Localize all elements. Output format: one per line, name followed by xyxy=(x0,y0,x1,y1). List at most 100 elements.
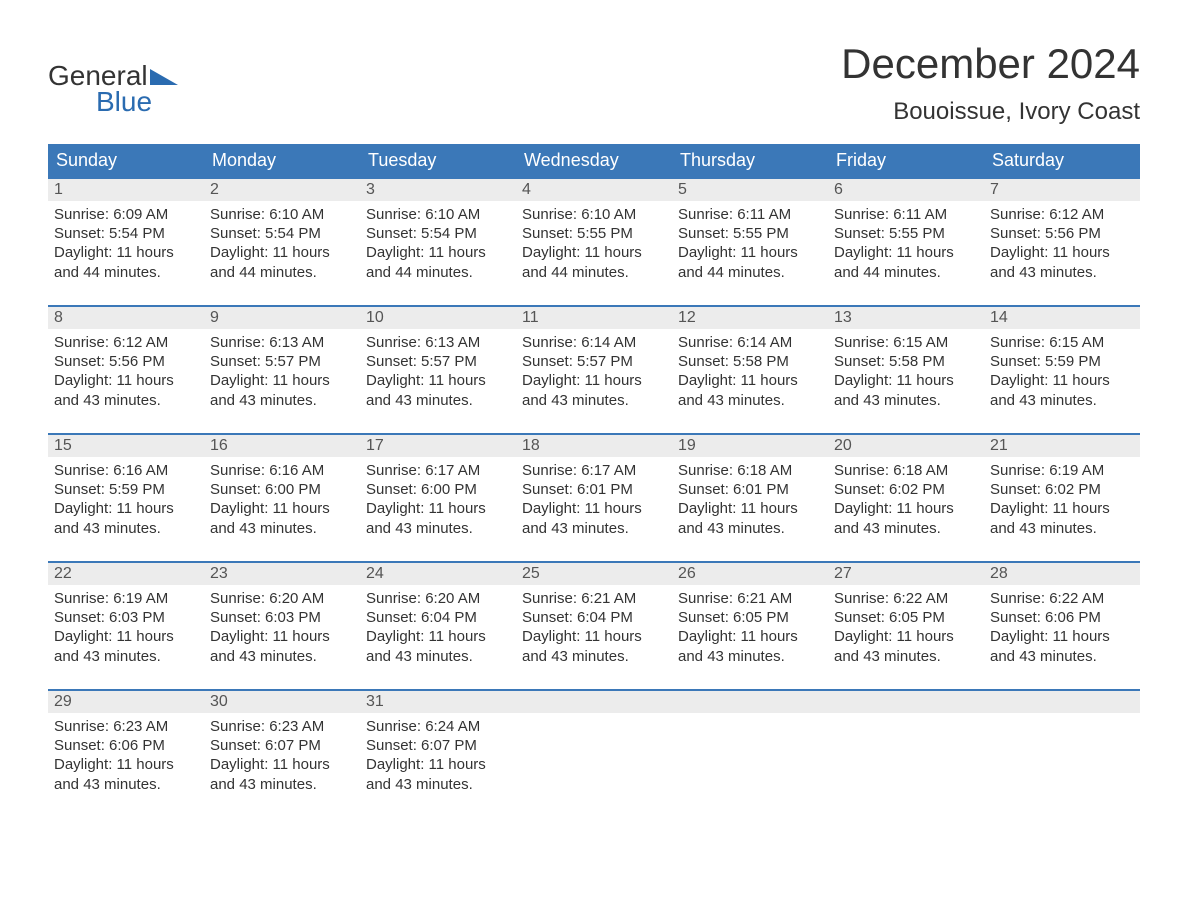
sunrise-line: Sunrise: 6:22 AM xyxy=(990,589,1134,608)
location-subtitle: Bouoissue, Ivory Coast xyxy=(841,98,1140,126)
calendar-cell: 13Sunrise: 6:15 AMSunset: 5:58 PMDayligh… xyxy=(828,305,984,433)
day-details: Sunrise: 6:19 AMSunset: 6:02 PMDaylight:… xyxy=(984,457,1140,540)
day-number: 2 xyxy=(204,177,360,201)
calendar-cell xyxy=(516,689,672,817)
day-details: Sunrise: 6:10 AMSunset: 5:54 PMDaylight:… xyxy=(360,201,516,284)
daylight-line-1: Daylight: 11 hours xyxy=(366,371,510,390)
daylight-line-1: Daylight: 11 hours xyxy=(834,627,978,646)
calendar-cell: 17Sunrise: 6:17 AMSunset: 6:00 PMDayligh… xyxy=(360,433,516,561)
day-details: Sunrise: 6:11 AMSunset: 5:55 PMDaylight:… xyxy=(828,201,984,284)
day-number: 1 xyxy=(48,177,204,201)
day-number: 18 xyxy=(516,433,672,457)
calendar-cell: 15Sunrise: 6:16 AMSunset: 5:59 PMDayligh… xyxy=(48,433,204,561)
calendar-cell: 31Sunrise: 6:24 AMSunset: 6:07 PMDayligh… xyxy=(360,689,516,817)
day-details: Sunrise: 6:15 AMSunset: 5:59 PMDaylight:… xyxy=(984,329,1140,412)
calendar-row: 15Sunrise: 6:16 AMSunset: 5:59 PMDayligh… xyxy=(48,433,1140,561)
calendar-cell: 25Sunrise: 6:21 AMSunset: 6:04 PMDayligh… xyxy=(516,561,672,689)
daylight-line-1: Daylight: 11 hours xyxy=(54,243,198,262)
day-number: 12 xyxy=(672,305,828,329)
calendar-cell: 22Sunrise: 6:19 AMSunset: 6:03 PMDayligh… xyxy=(48,561,204,689)
daylight-line-1: Daylight: 11 hours xyxy=(678,371,822,390)
calendar-body: 1Sunrise: 6:09 AMSunset: 5:54 PMDaylight… xyxy=(48,177,1140,817)
sunset-line: Sunset: 6:01 PM xyxy=(522,480,666,499)
daylight-line-1: Daylight: 11 hours xyxy=(990,243,1134,262)
sunrise-line: Sunrise: 6:16 AM xyxy=(210,461,354,480)
sunset-line: Sunset: 6:02 PM xyxy=(834,480,978,499)
title-block: December 2024 Bouoissue, Ivory Coast xyxy=(841,40,1140,126)
day-details: Sunrise: 6:18 AMSunset: 6:02 PMDaylight:… xyxy=(828,457,984,540)
sunrise-line: Sunrise: 6:23 AM xyxy=(54,717,198,736)
sunset-line: Sunset: 6:05 PM xyxy=(678,608,822,627)
sunset-line: Sunset: 5:56 PM xyxy=(990,224,1134,243)
calendar-cell: 29Sunrise: 6:23 AMSunset: 6:06 PMDayligh… xyxy=(48,689,204,817)
sunrise-line: Sunrise: 6:19 AM xyxy=(990,461,1134,480)
daylight-line-2: and 43 minutes. xyxy=(678,647,822,666)
daylight-line-2: and 43 minutes. xyxy=(834,647,978,666)
calendar-cell: 26Sunrise: 6:21 AMSunset: 6:05 PMDayligh… xyxy=(672,561,828,689)
day-number: 10 xyxy=(360,305,516,329)
sunrise-line: Sunrise: 6:19 AM xyxy=(54,589,198,608)
day-details: Sunrise: 6:13 AMSunset: 5:57 PMDaylight:… xyxy=(360,329,516,412)
daylight-line-2: and 43 minutes. xyxy=(210,775,354,794)
weekday-header: Saturday xyxy=(984,144,1140,177)
day-number: 23 xyxy=(204,561,360,585)
sunrise-line: Sunrise: 6:10 AM xyxy=(210,205,354,224)
daylight-line-2: and 43 minutes. xyxy=(522,391,666,410)
daylight-line-1: Daylight: 11 hours xyxy=(522,243,666,262)
calendar-cell: 5Sunrise: 6:11 AMSunset: 5:55 PMDaylight… xyxy=(672,177,828,305)
daylight-line-2: and 43 minutes. xyxy=(834,391,978,410)
calendar-cell: 11Sunrise: 6:14 AMSunset: 5:57 PMDayligh… xyxy=(516,305,672,433)
sunrise-line: Sunrise: 6:13 AM xyxy=(366,333,510,352)
sunset-line: Sunset: 5:55 PM xyxy=(834,224,978,243)
sunrise-line: Sunrise: 6:12 AM xyxy=(990,205,1134,224)
calendar-cell: 8Sunrise: 6:12 AMSunset: 5:56 PMDaylight… xyxy=(48,305,204,433)
sunset-line: Sunset: 5:58 PM xyxy=(834,352,978,371)
sunrise-line: Sunrise: 6:17 AM xyxy=(366,461,510,480)
calendar-cell: 10Sunrise: 6:13 AMSunset: 5:57 PMDayligh… xyxy=(360,305,516,433)
daylight-line-2: and 43 minutes. xyxy=(54,775,198,794)
sunset-line: Sunset: 5:57 PM xyxy=(522,352,666,371)
sunset-line: Sunset: 5:54 PM xyxy=(366,224,510,243)
sunrise-line: Sunrise: 6:20 AM xyxy=(366,589,510,608)
daylight-line-2: and 43 minutes. xyxy=(678,519,822,538)
sunrise-line: Sunrise: 6:20 AM xyxy=(210,589,354,608)
calendar-cell: 27Sunrise: 6:22 AMSunset: 6:05 PMDayligh… xyxy=(828,561,984,689)
day-number: 21 xyxy=(984,433,1140,457)
calendar-cell: 12Sunrise: 6:14 AMSunset: 5:58 PMDayligh… xyxy=(672,305,828,433)
day-details: Sunrise: 6:20 AMSunset: 6:04 PMDaylight:… xyxy=(360,585,516,668)
daylight-line-2: and 43 minutes. xyxy=(54,647,198,666)
day-details: Sunrise: 6:10 AMSunset: 5:55 PMDaylight:… xyxy=(516,201,672,284)
daylight-line-1: Daylight: 11 hours xyxy=(54,371,198,390)
day-details: Sunrise: 6:17 AMSunset: 6:00 PMDaylight:… xyxy=(360,457,516,540)
sunrise-line: Sunrise: 6:13 AM xyxy=(210,333,354,352)
calendar-cell: 20Sunrise: 6:18 AMSunset: 6:02 PMDayligh… xyxy=(828,433,984,561)
calendar-row: 22Sunrise: 6:19 AMSunset: 6:03 PMDayligh… xyxy=(48,561,1140,689)
sunset-line: Sunset: 6:01 PM xyxy=(678,480,822,499)
weekday-header-row: Sunday Monday Tuesday Wednesday Thursday… xyxy=(48,144,1140,177)
day-details: Sunrise: 6:21 AMSunset: 6:04 PMDaylight:… xyxy=(516,585,672,668)
day-number: 14 xyxy=(984,305,1140,329)
sunset-line: Sunset: 5:59 PM xyxy=(54,480,198,499)
sunrise-line: Sunrise: 6:12 AM xyxy=(54,333,198,352)
sunset-line: Sunset: 6:05 PM xyxy=(834,608,978,627)
day-number: 30 xyxy=(204,689,360,713)
daylight-line-2: and 43 minutes. xyxy=(54,391,198,410)
daylight-line-1: Daylight: 11 hours xyxy=(54,627,198,646)
daylight-line-2: and 43 minutes. xyxy=(990,519,1134,538)
calendar-cell: 4Sunrise: 6:10 AMSunset: 5:55 PMDaylight… xyxy=(516,177,672,305)
day-number: 9 xyxy=(204,305,360,329)
day-details: Sunrise: 6:20 AMSunset: 6:03 PMDaylight:… xyxy=(204,585,360,668)
day-details: Sunrise: 6:14 AMSunset: 5:57 PMDaylight:… xyxy=(516,329,672,412)
day-details: Sunrise: 6:15 AMSunset: 5:58 PMDaylight:… xyxy=(828,329,984,412)
sunset-line: Sunset: 6:02 PM xyxy=(990,480,1134,499)
header: General Blue December 2024 Bouoissue, Iv… xyxy=(48,40,1140,126)
daylight-line-1: Daylight: 11 hours xyxy=(522,371,666,390)
daylight-line-1: Daylight: 11 hours xyxy=(522,627,666,646)
sunset-line: Sunset: 5:55 PM xyxy=(522,224,666,243)
weekday-header: Sunday xyxy=(48,144,204,177)
day-number: 5 xyxy=(672,177,828,201)
daylight-line-2: and 44 minutes. xyxy=(522,263,666,282)
sunset-line: Sunset: 6:00 PM xyxy=(210,480,354,499)
daylight-line-2: and 43 minutes. xyxy=(210,519,354,538)
daylight-line-2: and 43 minutes. xyxy=(366,519,510,538)
